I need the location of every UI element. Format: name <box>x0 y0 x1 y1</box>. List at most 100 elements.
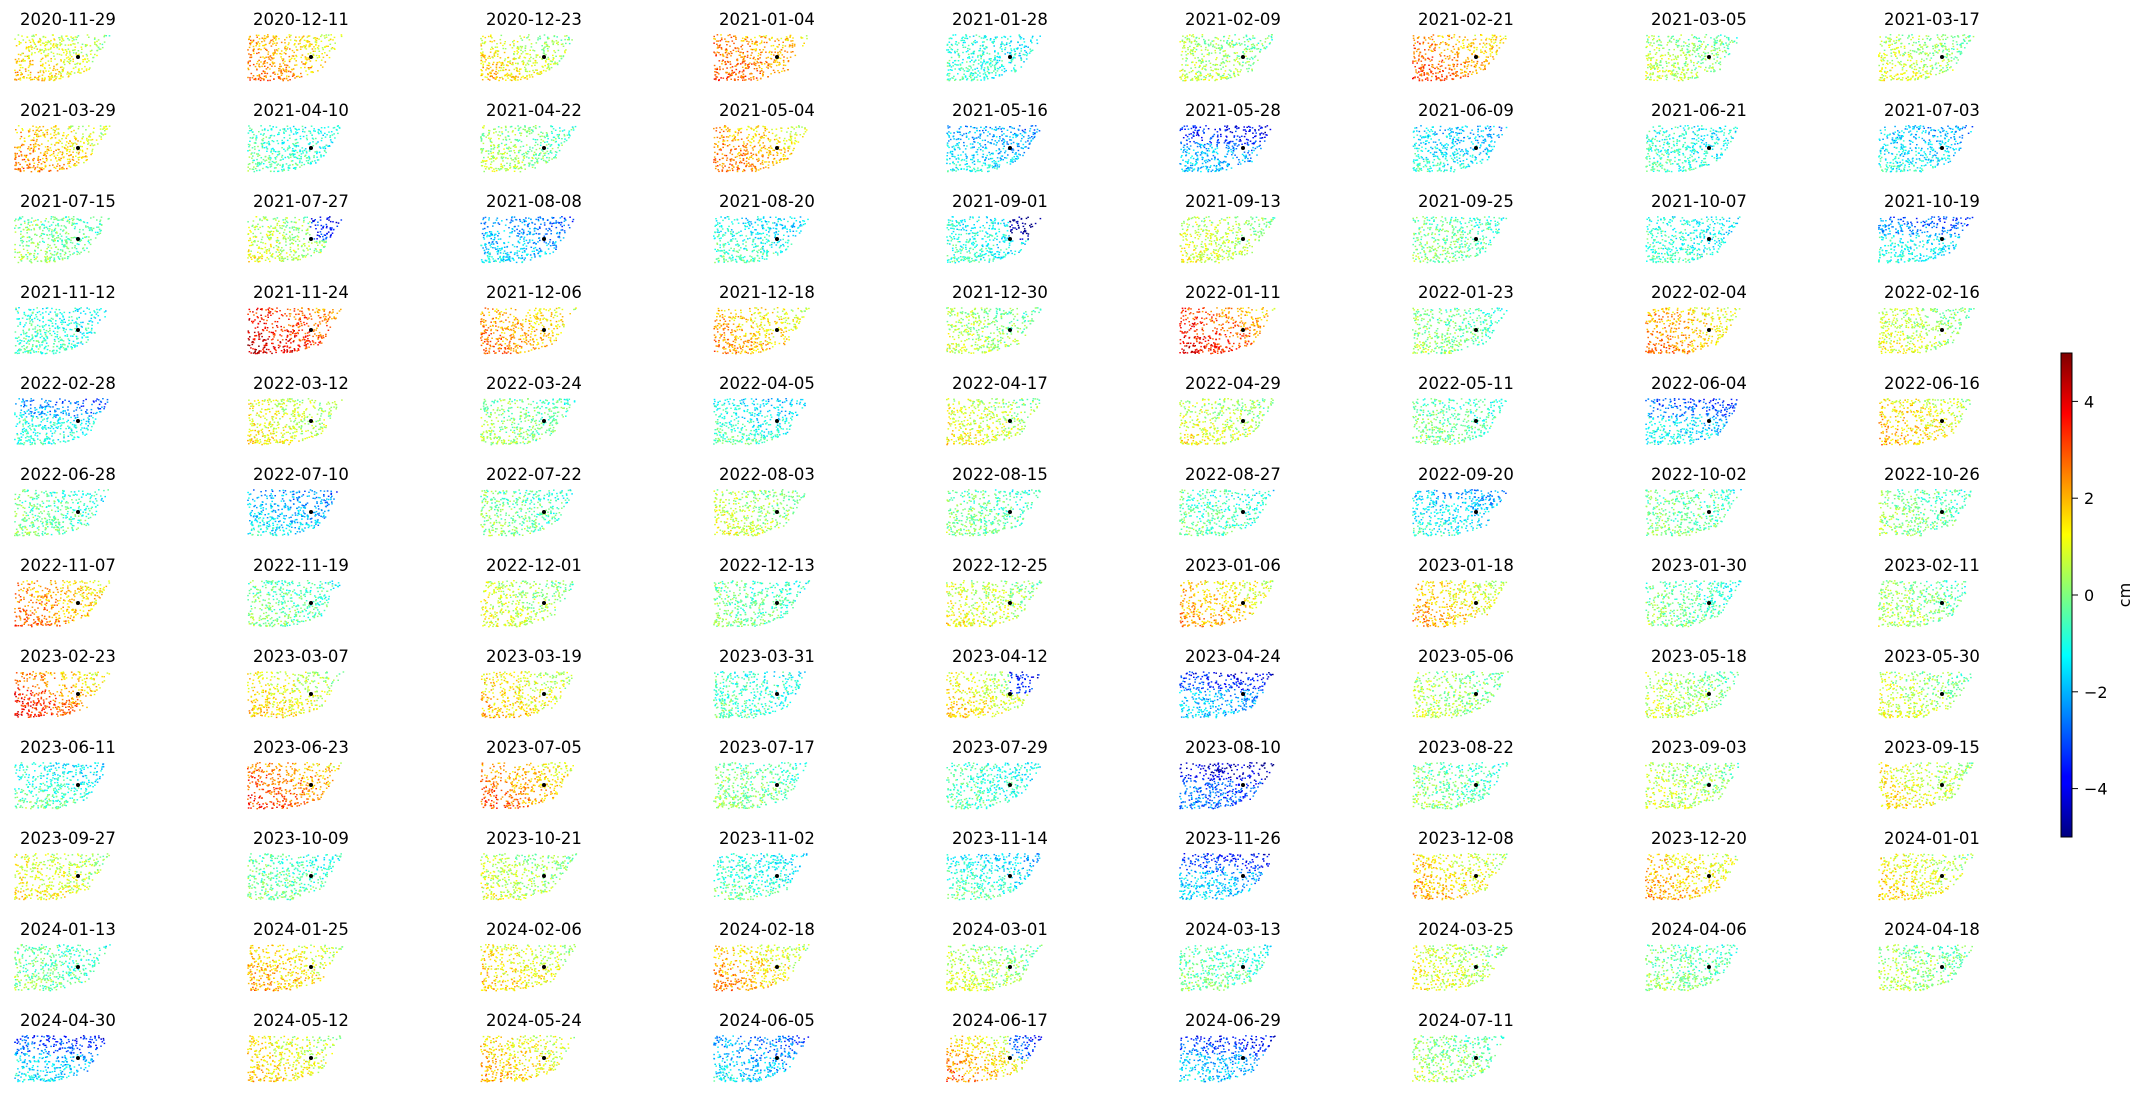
pixel <box>21 52 23 55</box>
pixel <box>76 62 79 64</box>
pixel <box>33 78 35 80</box>
pixel <box>281 58 283 60</box>
pixel <box>1031 37 1034 39</box>
pixel <box>538 126 541 128</box>
pixel <box>1671 64 1673 67</box>
pixel <box>17 53 20 56</box>
pixel <box>515 166 518 169</box>
pixel <box>482 127 485 129</box>
pixel <box>1189 45 1191 48</box>
pixel <box>1209 62 1212 64</box>
pixel <box>762 71 765 73</box>
pixel <box>1934 47 1937 49</box>
pixel <box>335 128 338 131</box>
pixel <box>1001 65 1003 67</box>
pixel <box>1666 44 1668 46</box>
pixel <box>950 48 952 50</box>
pixel <box>496 50 498 52</box>
pixel <box>247 62 249 65</box>
pixel <box>1437 63 1440 65</box>
pixel <box>481 159 484 162</box>
pixel <box>253 152 256 154</box>
pixel <box>300 153 303 155</box>
pixel <box>1896 57 1898 59</box>
pixel <box>948 79 951 82</box>
pixel <box>1464 75 1467 77</box>
pixel <box>714 71 716 73</box>
pixel <box>783 56 785 58</box>
pixel <box>486 166 488 168</box>
pixel <box>1199 64 1201 67</box>
pixel <box>1653 65 1655 67</box>
pixel <box>517 48 520 50</box>
pixel <box>325 36 328 38</box>
pixel <box>733 71 736 73</box>
pixel <box>786 37 789 40</box>
pixel <box>1201 34 1204 36</box>
pixel <box>999 55 1001 58</box>
small-multiples-grid: 2020-11-29 2020-12-11 2020-12-23 2021-01-04… <box>14 10 1980 1083</box>
pixel <box>1954 56 1957 58</box>
pixel <box>755 49 757 51</box>
pixel <box>1645 75 1647 77</box>
pixel <box>555 154 557 156</box>
pixel <box>480 136 482 138</box>
pixel <box>763 35 765 37</box>
pixel <box>548 143 550 145</box>
pixel <box>42 134 45 136</box>
pixel <box>85 69 88 72</box>
pixel <box>502 160 504 162</box>
pixel <box>726 40 729 43</box>
pixel <box>14 154 17 156</box>
pixel <box>721 60 724 63</box>
pixel <box>269 135 272 137</box>
pixel <box>250 153 252 155</box>
pixel <box>275 35 278 38</box>
pixel <box>47 75 50 78</box>
pixel <box>527 53 529 55</box>
pixel <box>1884 70 1886 73</box>
pixel <box>1908 78 1910 81</box>
pixel <box>52 79 55 82</box>
pixel <box>986 38 988 41</box>
pixel <box>282 158 284 160</box>
pixel <box>1688 43 1690 45</box>
pixel <box>964 46 967 48</box>
pixel <box>44 154 46 157</box>
pixel <box>1909 49 1912 52</box>
pixel <box>279 63 281 65</box>
pixel <box>311 71 314 74</box>
pixel <box>1889 34 1892 36</box>
pixel <box>778 64 780 66</box>
pixel <box>1434 47 1436 49</box>
pixel <box>38 169 41 172</box>
pixel <box>540 158 543 160</box>
pixel <box>1710 37 1712 39</box>
pixel <box>1952 40 1955 42</box>
pixel <box>94 41 96 43</box>
pixel <box>1916 63 1918 66</box>
pixel <box>95 139 98 141</box>
pixel <box>264 37 267 40</box>
pixel <box>1431 66 1433 68</box>
pixel <box>1025 51 1028 53</box>
pixel <box>556 36 558 38</box>
pixel <box>1233 44 1235 47</box>
pixel <box>62 156 65 158</box>
pixel <box>19 79 22 81</box>
pixel <box>1257 59 1259 61</box>
pixel <box>277 48 280 50</box>
pixel <box>806 37 808 40</box>
pixel <box>482 66 484 69</box>
pixel <box>21 73 23 75</box>
pixel <box>50 149 52 152</box>
pixel <box>1931 67 1934 70</box>
pixel <box>1704 55 1707 57</box>
pixel <box>1918 67 1921 69</box>
pixel <box>307 162 310 164</box>
pixel <box>1471 73 1473 75</box>
pixel <box>88 139 90 141</box>
pixel <box>298 76 301 78</box>
pixel <box>491 70 493 72</box>
pixel <box>1720 34 1722 36</box>
